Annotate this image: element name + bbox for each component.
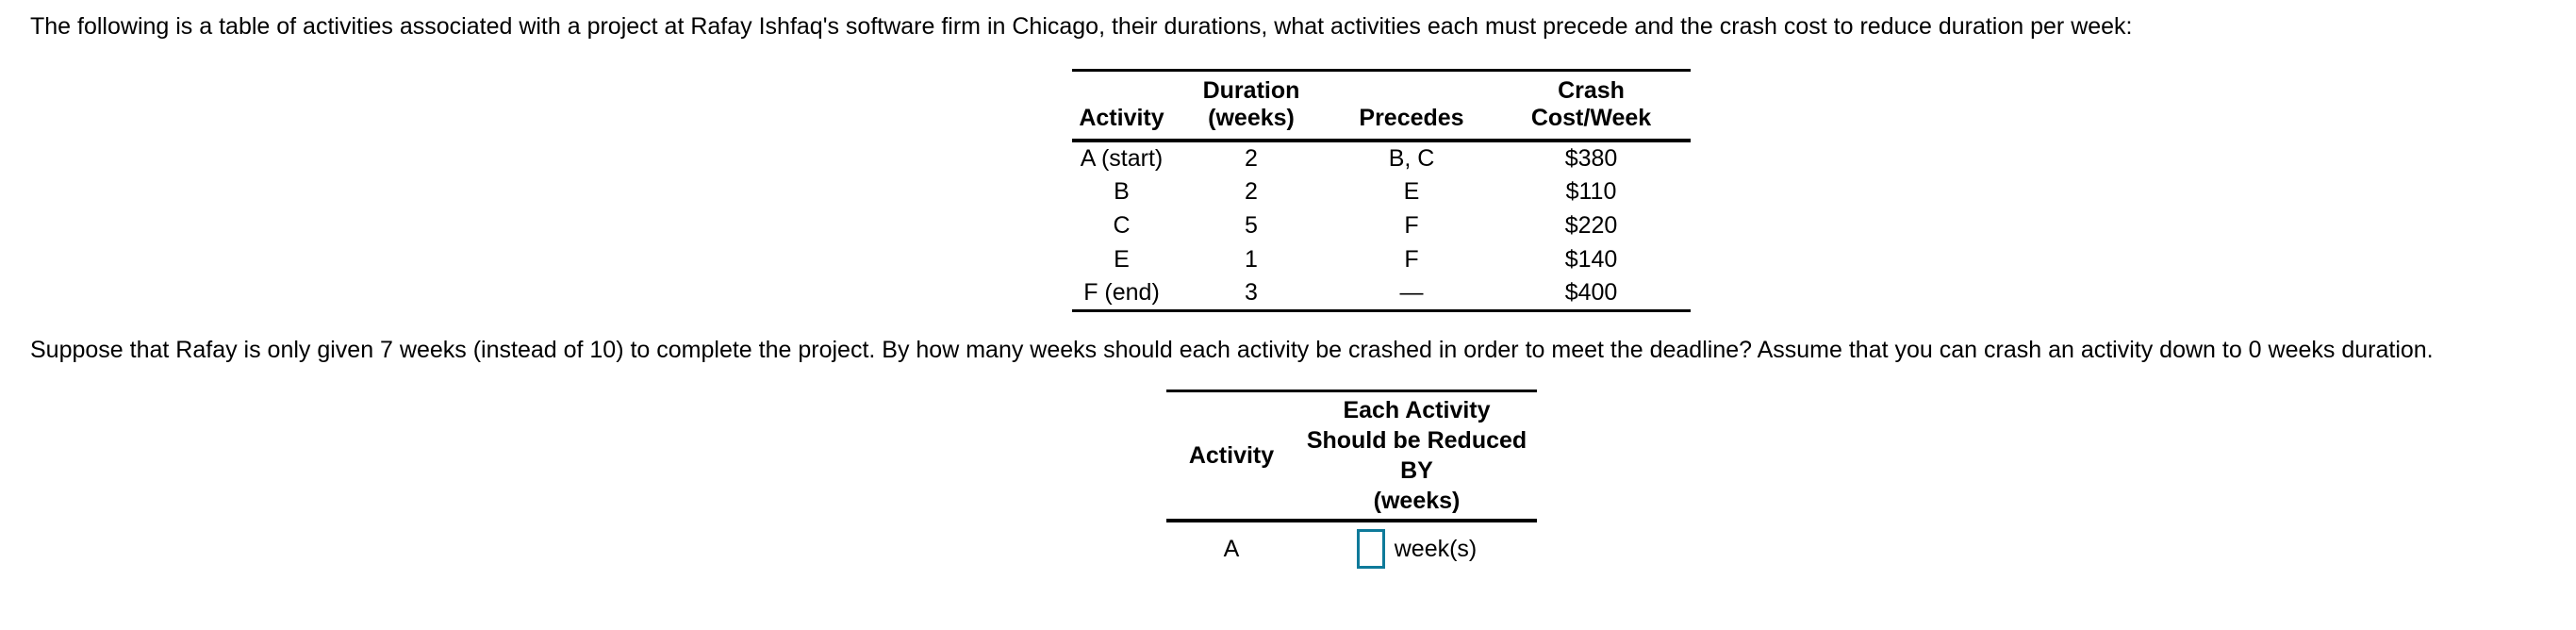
precedes-cell: E [1403,177,1420,205]
weeks-unit-label: week(s) [1394,535,1478,562]
duration-cell: 3 [1245,278,1258,306]
col-header-precedes: Precedes [1331,70,1492,142]
table-row: A (start) 2 B, C $380 [1072,141,1691,174]
activity-cell: A (start) [1080,144,1164,172]
duration-cell: 5 [1245,211,1258,239]
reduce-header-line1: Each Activity [1343,397,1491,423]
activity-cell: E [1114,245,1130,273]
crash-question: Suppose that Rafay is only given 7 weeks… [30,337,2434,363]
activities-table-header-row: Activity Duration (weeks) Precedes Crash… [1072,70,1691,142]
activity-label: A [1223,535,1240,562]
crash-cost-cell: $140 [1564,245,1618,273]
crash-cost-cell: $400 [1564,278,1618,306]
table-row: E 1 F $140 [1072,242,1691,276]
answer-col-header-reduce: Each Activity Should be Reduced BY (week… [1296,390,1537,522]
precedes-header-label: Precedes [1359,105,1464,131]
answer-table: Activity Each Activity Should be Reduced… [1166,390,1537,575]
reduce-header-line4: (weeks) [1373,488,1461,514]
crash-header-line1: Crash [1558,77,1625,104]
table-row: C 5 F $220 [1072,208,1691,242]
precedes-cell: B, C [1388,144,1435,172]
answer-table-header-row: Activity Each Activity Should be Reduced… [1166,390,1537,522]
crash-weeks-input[interactable] [1356,529,1385,569]
reduce-header-line3: BY [1400,457,1433,484]
duration-header-line1: Duration [1202,77,1300,104]
table-row: F (end) 3 — $400 [1072,276,1691,310]
precedes-cell: F [1404,245,1419,273]
activities-table: Activity Duration (weeks) Precedes Crash… [1072,69,1691,312]
col-header-activity-label: Activity [1079,105,1164,131]
duration-cell: 1 [1245,245,1258,273]
problem-statement: The following is a table of activities a… [30,13,2133,40]
crash-cost-cell: $220 [1564,211,1618,239]
answer-col-header-activity: Activity [1166,390,1296,522]
answer-row-activity-a: A week(s) [1166,521,1537,575]
answer-cell: week(s) [1296,521,1537,575]
table-row: B 2 E $110 [1072,174,1691,208]
precedes-cell: F [1404,211,1419,239]
answer-input-group: week(s) [1356,529,1478,569]
crash-cost-cell: $110 [1565,177,1617,205]
crash-cost-cell: $380 [1564,144,1618,172]
duration-header-line2: (weeks) [1208,105,1295,131]
col-header-crash-cost: Crash Cost/Week [1492,70,1691,142]
answer-activity-header-label: Activity [1188,442,1275,469]
precedes-cell: — [1399,278,1424,306]
activity-cell: F (end) [1083,278,1160,306]
activity-cell: B [1114,177,1130,205]
reduce-header-line2: Should be Reduced [1306,427,1527,454]
col-header-duration: Duration (weeks) [1171,70,1331,142]
duration-cell: 2 [1245,177,1258,205]
crash-header-line2: Cost/Week [1530,105,1652,131]
duration-cell: 2 [1245,144,1258,172]
col-header-activity: Activity [1072,70,1171,142]
activity-cell: C [1113,211,1131,239]
